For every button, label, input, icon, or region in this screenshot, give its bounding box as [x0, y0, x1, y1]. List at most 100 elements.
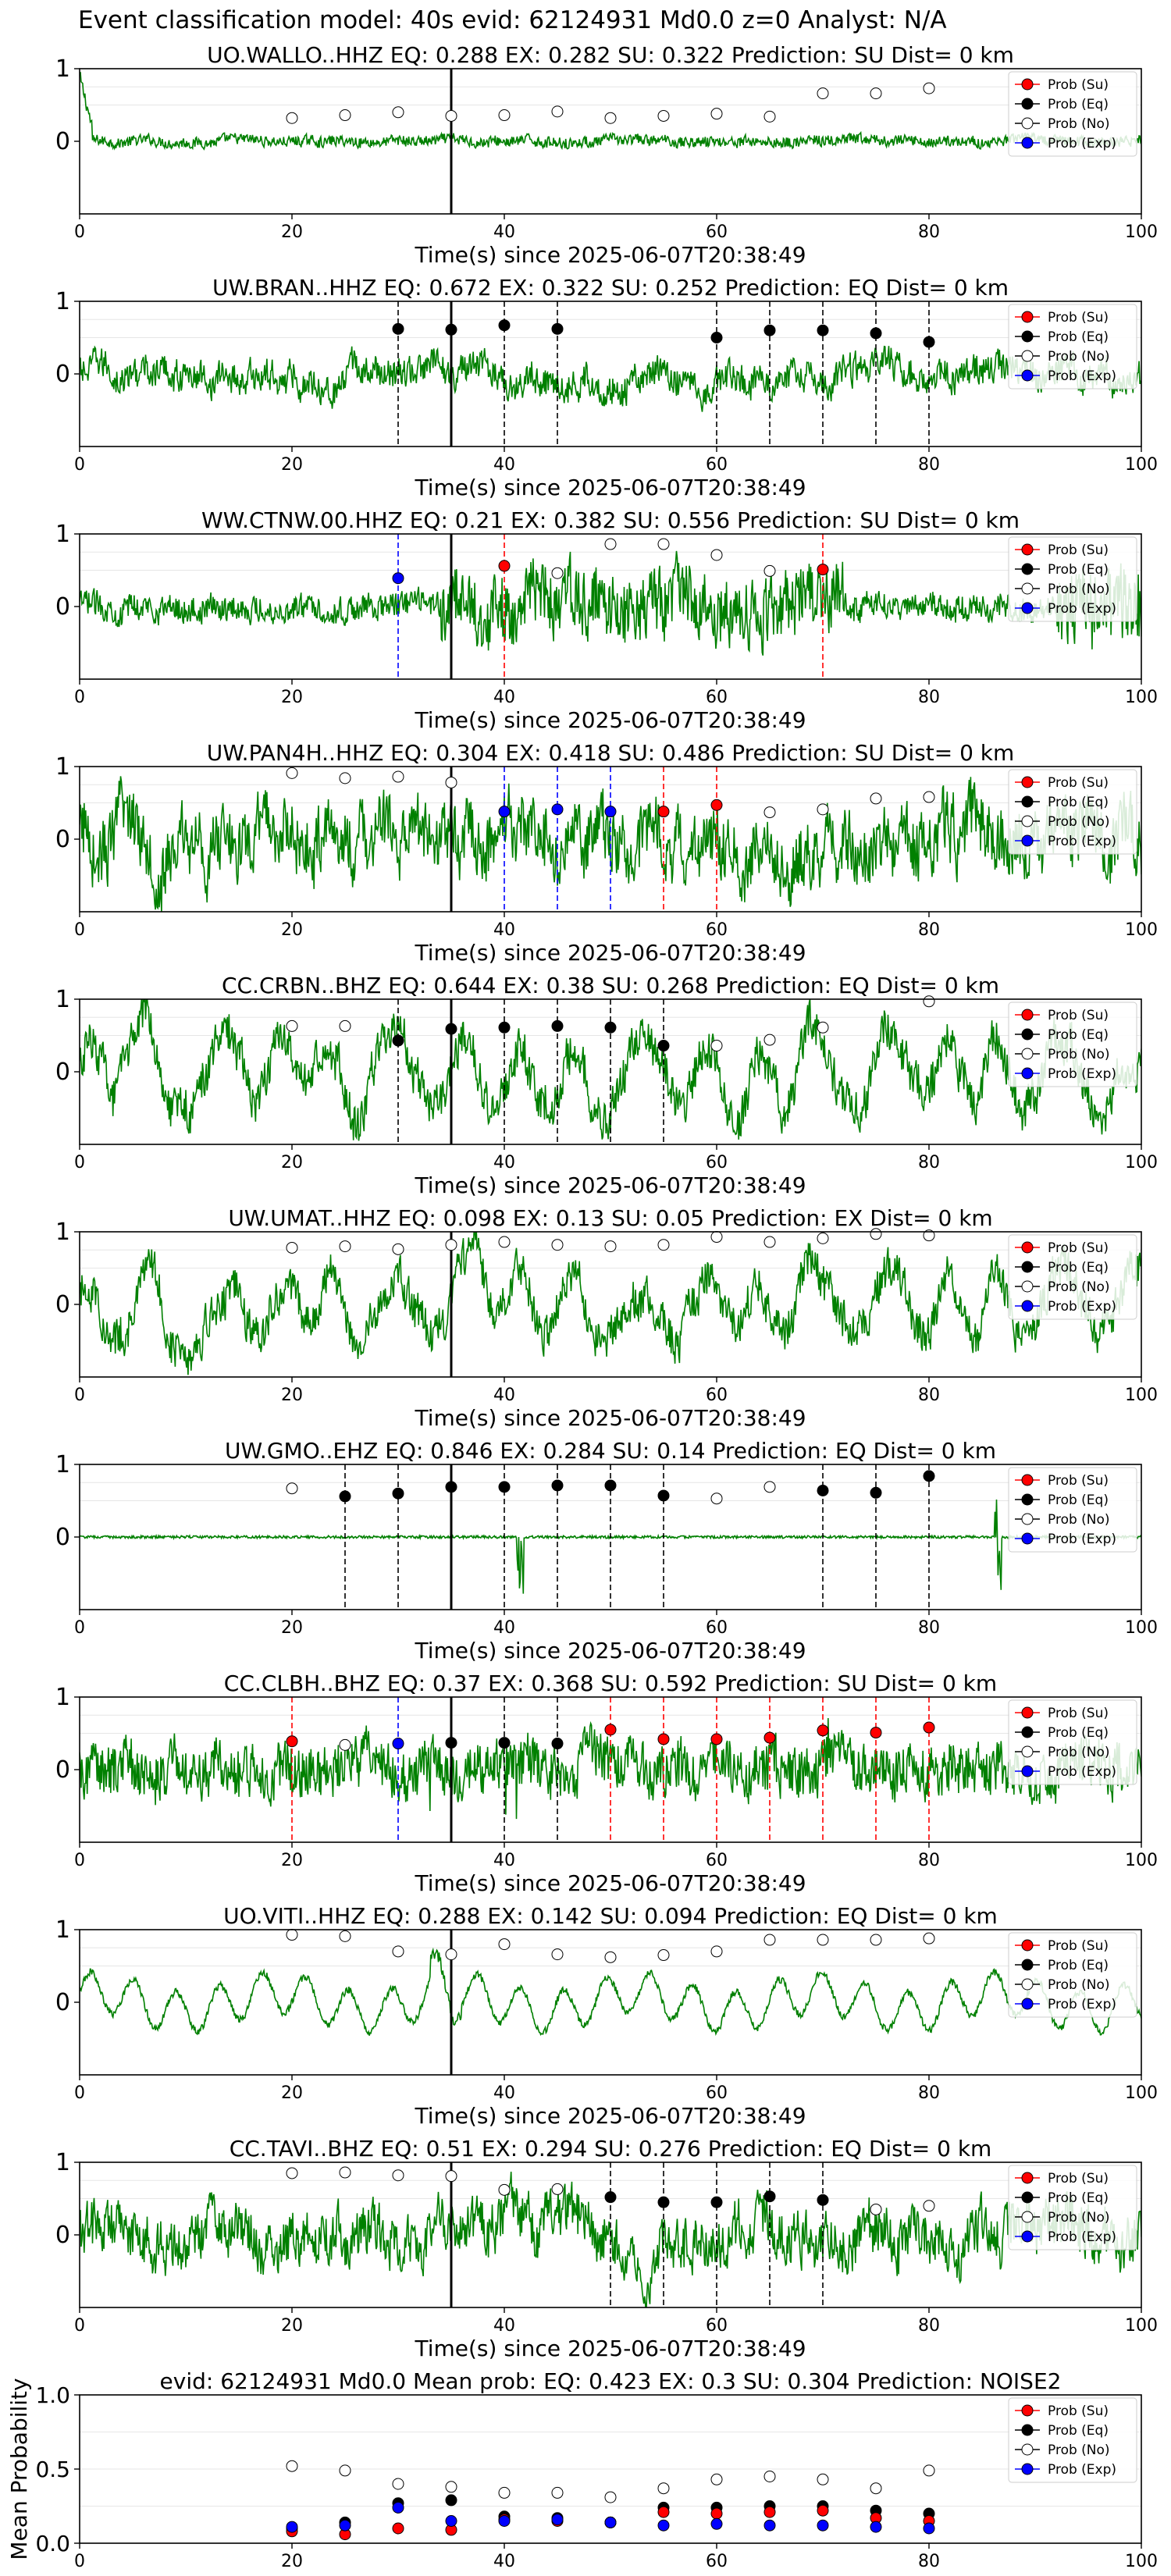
legend-entry: Prob (Exp): [1015, 2229, 1116, 2245]
prob-point-eq: [870, 1486, 882, 1499]
legend-marker: [1021, 1261, 1034, 1273]
y-tick-label: 1: [55, 55, 70, 83]
prob-point-no: [763, 806, 776, 819]
prob-point-no: [710, 1945, 723, 1958]
prob-point-eq: [817, 1484, 829, 1496]
legend-marker: [1021, 137, 1034, 149]
prob-point-su: [870, 1727, 882, 1739]
prob-point-no: [286, 1241, 298, 1254]
prob-point-eq: [763, 324, 776, 336]
legend-label: Prob (Exp): [1048, 1532, 1116, 1547]
x-tick-label: 100: [1125, 1153, 1158, 1172]
x-tick-label: 0: [74, 2316, 85, 2336]
legend-label: Prob (Su): [1048, 1240, 1109, 1256]
prob-point-eq: [604, 2191, 617, 2204]
legend-marker: [1021, 1959, 1034, 1971]
prob-point-no: [710, 549, 723, 561]
prob-point-eq: [710, 2196, 723, 2208]
prob-point-no: [339, 109, 351, 122]
prob-point-exp: [551, 803, 564, 816]
x-tick-label: 100: [1125, 2552, 1158, 2571]
legend-marker: [1021, 1765, 1034, 1777]
x-tick-label: 60: [706, 2316, 728, 2336]
prob-point-su: [817, 1724, 829, 1737]
legend-entry: Prob (Eq): [1015, 1493, 1109, 1508]
prob-point-eq: [551, 1019, 564, 1032]
prob-point-no: [339, 1738, 351, 1751]
y-tick-label: 1: [55, 2149, 70, 2176]
subplot-title: UW.GMO..EHZ EQ: 0.846 EX: 0.284 SU: 0.14…: [225, 1438, 996, 1464]
x-tick-label: 100: [1125, 455, 1158, 475]
legend-marker: [1021, 1726, 1034, 1738]
legend-entry: Prob (Su): [1015, 1706, 1109, 1721]
prob-point-no: [763, 1034, 776, 1046]
legend-entry: Prob (Su): [1015, 543, 1109, 558]
legend-marker: [1021, 1048, 1034, 1060]
prob-point-eq: [498, 319, 511, 332]
x-tick-label: 60: [706, 1851, 728, 1870]
mean-point-exp: [445, 2515, 457, 2527]
subplot-1: UO.WALLO..HHZ EQ: 0.288 EX: 0.282 SU: 0.…: [55, 42, 1158, 268]
prob-point-no: [339, 1240, 351, 1253]
legend-label: Prob (Su): [1048, 310, 1109, 326]
legend-label: Prob (Su): [1048, 775, 1109, 791]
y-tick-label: 0: [55, 1524, 70, 1551]
prob-point-eq: [551, 1479, 564, 1492]
subplot-title: WW.CTNW.00.HHZ EQ: 0.21 EX: 0.382 SU: 0.…: [201, 507, 1020, 533]
legend-marker: [1021, 1532, 1034, 1545]
mean-point-no: [657, 2482, 670, 2495]
prob-point-no: [498, 1938, 511, 1951]
prob-point-no: [763, 1934, 776, 1946]
x-tick-label: 20: [281, 2552, 303, 2571]
y-tick-label: 0: [55, 1989, 70, 2016]
mean-point-exp: [870, 2521, 882, 2533]
x-axis-label: Time(s) since 2025-06-07T20:38:49: [414, 475, 806, 500]
prob-point-no: [604, 112, 617, 124]
legend-entry: Prob (Eq): [1015, 1027, 1109, 1043]
prob-point-eq: [604, 1479, 617, 1492]
prob-point-su: [710, 799, 723, 811]
legend-label: Prob (No): [1048, 582, 1110, 597]
x-tick-label: 20: [281, 1153, 303, 1172]
legend-entry: Prob (No): [1015, 2443, 1110, 2458]
prob-point-no: [870, 87, 882, 100]
prob-point-su: [657, 1733, 670, 1745]
legend: Prob (Su) Prob (Eq) Prob (No) Prob (Exp): [1008, 1002, 1137, 1087]
y-tick-label: 0.0: [35, 2531, 70, 2556]
legend-marker: [1021, 98, 1034, 110]
x-tick-label: 60: [706, 688, 728, 707]
subplot-2: UW.BRAN..HHZ EQ: 0.672 EX: 0.322 SU: 0.2…: [55, 275, 1158, 500]
legend-entry: Prob (No): [1015, 349, 1110, 365]
legend-marker: [1021, 602, 1034, 614]
legend-entry: Prob (Su): [1015, 2171, 1109, 2186]
y-tick-label: 1: [55, 288, 70, 315]
prob-point-eq: [498, 1021, 511, 1034]
x-tick-label: 40: [493, 2316, 515, 2336]
legend: Prob (Su) Prob (Eq) Prob (No) Prob (Exp): [1008, 2397, 1137, 2483]
subplot-title: UW.BRAN..HHZ EQ: 0.672 EX: 0.322 SU: 0.2…: [212, 275, 1009, 301]
legend-entry: Prob (Eq): [1015, 795, 1109, 810]
legend-marker: [1021, 330, 1034, 343]
legend-entry: Prob (Eq): [1015, 1725, 1109, 1741]
prob-point-no: [339, 1019, 351, 1032]
x-tick-label: 0: [74, 222, 85, 242]
legend-entry: Prob (Exp): [1015, 1764, 1116, 1780]
x-tick-label: 0: [74, 1153, 85, 1172]
legend-label: Prob (Exp): [1048, 1997, 1116, 2012]
prob-point-exp: [498, 806, 511, 818]
x-axis-label: Time(s) since 2025-06-07T20:38:49: [414, 1405, 806, 1431]
x-axis-label: Time(s) since 2025-06-07T20:38:49: [414, 707, 806, 733]
x-tick-label: 40: [493, 455, 515, 475]
prob-point-no: [392, 2169, 404, 2182]
legend-marker: [1021, 1474, 1034, 1486]
legend-box: [1008, 2397, 1137, 2483]
x-axis-label: Time(s) since 2025-06-07T20:38:49: [414, 1870, 806, 1896]
legend-marker: [1021, 795, 1034, 808]
legend-label: Prob (Su): [1048, 1473, 1109, 1489]
y-tick-label: 1: [55, 521, 70, 548]
axes-frame: [79, 1231, 1142, 1378]
legend-marker: [1021, 1028, 1034, 1041]
legend-entry: Prob (Su): [1015, 2403, 1109, 2419]
mean-point-exp: [551, 2514, 564, 2526]
legend-box: [1008, 304, 1137, 390]
